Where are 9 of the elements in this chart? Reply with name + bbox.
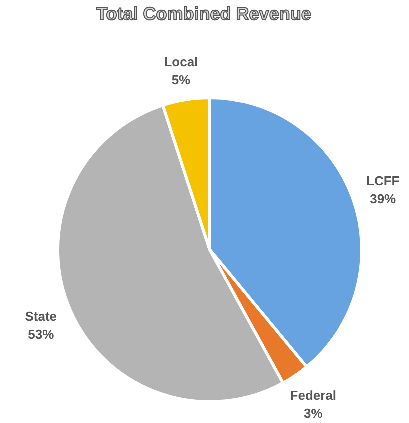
data-label: 39% xyxy=(370,192,397,207)
data-label: 53% xyxy=(28,327,55,342)
slice-label: Local xyxy=(164,54,198,70)
slice-label: State xyxy=(25,309,58,324)
data-label: 3% xyxy=(304,406,324,422)
data-label: 5% xyxy=(172,72,192,88)
slice-label: LCFF xyxy=(366,174,400,189)
chart-title: Total Combined Revenue xyxy=(96,4,312,24)
slice-label: Federal xyxy=(290,388,337,404)
